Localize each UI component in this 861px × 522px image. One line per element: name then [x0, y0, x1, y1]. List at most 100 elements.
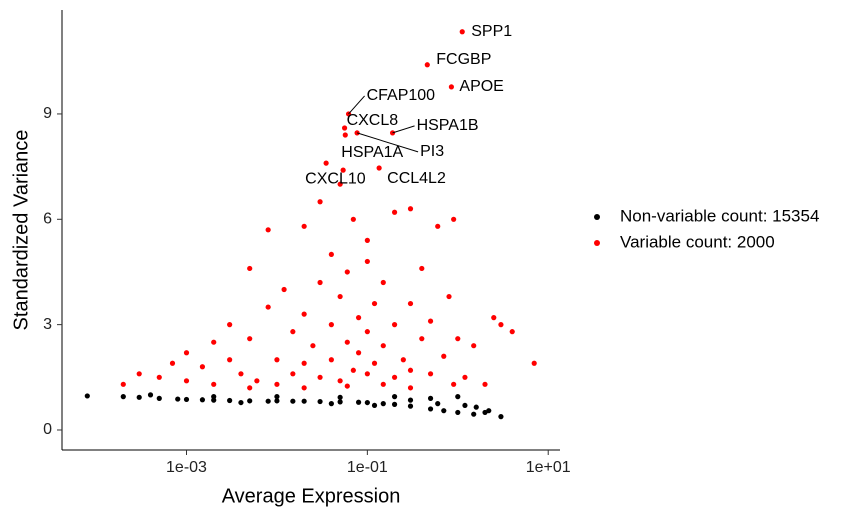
- y-tick-label: 6: [43, 211, 52, 228]
- point: [486, 408, 492, 414]
- point: [265, 304, 271, 310]
- point: [407, 385, 414, 391]
- point: [455, 409, 461, 416]
- point-label: HSPA1B: [417, 117, 479, 134]
- point: [471, 411, 477, 417]
- point: [435, 401, 441, 407]
- point: [355, 315, 362, 321]
- point-label: CXCL10: [305, 170, 366, 187]
- point: [281, 286, 287, 293]
- point: [344, 383, 350, 389]
- point: [120, 394, 126, 400]
- x-tick-label: 1e+01: [526, 459, 571, 476]
- point: [238, 371, 244, 377]
- point: [328, 322, 334, 328]
- y-tick-label: 9: [43, 105, 52, 122]
- point: [407, 397, 414, 403]
- point: [156, 374, 162, 380]
- point: [274, 394, 280, 400]
- point-label: HSPA1A: [341, 144, 403, 161]
- point: [183, 378, 190, 384]
- point: [498, 322, 504, 328]
- point: [211, 381, 217, 387]
- point: [371, 300, 378, 307]
- point: [337, 181, 343, 187]
- point: [274, 357, 280, 363]
- point: [455, 394, 461, 400]
- point: [247, 336, 253, 342]
- point: [364, 237, 370, 243]
- point: [407, 367, 414, 373]
- point: [328, 401, 334, 407]
- y-tick-label: 0: [43, 421, 52, 438]
- leader-line: [348, 95, 365, 115]
- point: [419, 336, 425, 342]
- point: [337, 378, 343, 384]
- point: [136, 394, 142, 400]
- point: [290, 398, 296, 404]
- point: [451, 216, 457, 222]
- point-label: CFAP100: [367, 87, 436, 104]
- y-axis-title: Standardized Variance: [10, 130, 32, 331]
- point: [337, 394, 343, 400]
- labeled-point: [448, 84, 455, 90]
- point: [509, 329, 515, 335]
- point: [407, 300, 414, 307]
- x-tick-label: 1e-03: [166, 459, 207, 476]
- point: [441, 408, 447, 414]
- point: [400, 357, 406, 363]
- point-label: CCL4L2: [387, 170, 446, 187]
- point: [407, 403, 414, 409]
- point: [317, 199, 323, 205]
- point: [310, 343, 316, 349]
- point: [328, 251, 334, 258]
- point: [380, 279, 386, 286]
- point: [391, 374, 398, 380]
- point: [274, 398, 280, 404]
- labeled-point: [340, 167, 346, 173]
- point: [301, 223, 307, 229]
- point: [380, 343, 386, 349]
- point: [247, 385, 253, 391]
- point: [211, 339, 217, 345]
- point: [355, 350, 362, 356]
- point: [337, 293, 343, 300]
- point: [274, 381, 280, 387]
- point-label: PI3: [420, 143, 444, 160]
- point: [364, 329, 370, 335]
- point: [136, 371, 142, 377]
- point: [247, 398, 253, 404]
- point: [301, 385, 307, 391]
- point: [211, 394, 217, 400]
- labeled-point: [376, 165, 382, 171]
- point: [265, 398, 271, 404]
- legend-label: Variable count: 2000: [620, 232, 775, 251]
- point: [350, 216, 356, 222]
- point: [290, 371, 296, 377]
- labeled-point: [424, 62, 430, 68]
- point: [371, 402, 378, 409]
- point: [328, 357, 334, 363]
- point: [290, 329, 296, 335]
- point: [427, 371, 434, 377]
- point: [199, 397, 206, 403]
- y-tick-label: 3: [43, 316, 52, 333]
- point-label: CXCL8: [347, 112, 399, 129]
- point: [323, 160, 329, 166]
- point: [301, 360, 307, 366]
- point: [491, 315, 497, 321]
- x-tick-label: 1e-01: [347, 459, 388, 476]
- legend-swatch: [594, 214, 600, 220]
- point: [227, 357, 233, 363]
- point: [419, 265, 425, 272]
- point: [199, 364, 206, 370]
- point: [317, 374, 323, 380]
- leader-line: [356, 132, 419, 153]
- point: [380, 381, 386, 387]
- labeled-point: [342, 132, 348, 138]
- point: [455, 336, 461, 342]
- point: [462, 374, 468, 380]
- point: [183, 396, 190, 403]
- point: [391, 401, 398, 407]
